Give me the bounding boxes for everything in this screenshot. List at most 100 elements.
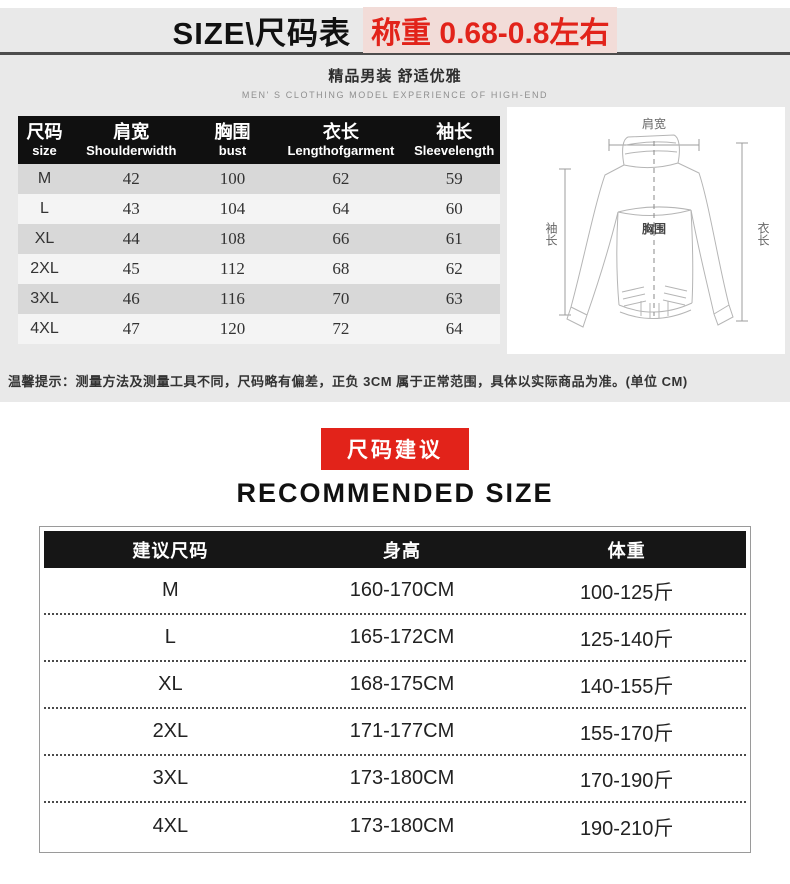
measurements-content: 尺码 size 肩宽 Shoulderwidth 胸围 bust 衣长 Leng… [0, 107, 790, 354]
page-title: SIZE\尺码表 称重 0.68-0.8左右 [0, 7, 790, 53]
table-row: 4XL 173-180CM 190-210斤 [44, 803, 746, 850]
table-cell: 108 [219, 229, 246, 248]
size-chart-section: SIZE\尺码表 称重 0.68-0.8左右 精品男装 舒适优雅 MEN' S … [0, 7, 790, 402]
garment-diagram: 肩宽 袖长 胸围 衣长 [507, 107, 785, 354]
table-body: M 160-170CM 100-125斤 L 165-172CM 125-140斤 XL 16… [44, 568, 746, 850]
table-row: 2XL 45 112 68 62 [18, 254, 500, 284]
subtitle-chinese: 精品男装 舒适优雅 [328, 68, 462, 85]
header-cell-recommended-size: 建议尺码 [132, 540, 209, 561]
table-cell: 2XL [152, 720, 189, 742]
recommended-size-table: 建议尺码 身高 体重 M 160-170CM 100-125斤 L 165-172CM 1… [39, 526, 751, 853]
table-cell: 173-180CM [349, 815, 455, 837]
table-cell: 168-175CM [349, 673, 455, 695]
table-cell: 59 [445, 169, 463, 188]
table-cell: 47 [122, 319, 140, 338]
table-cell: 3XL [30, 290, 59, 307]
table-row: XL 44 108 66 61 [18, 224, 500, 254]
table-cell: XL [158, 673, 183, 695]
table-cell: 155-170斤 [579, 723, 674, 745]
table-cell: 66 [332, 229, 350, 248]
table-cell: 190-210斤 [579, 818, 674, 840]
table-cell: M [162, 579, 179, 601]
subtitle-english: MEN' S CLOTHING MODEL EXPERIENCE OF HIGH… [241, 90, 549, 100]
table-cell: 140-155斤 [579, 676, 674, 698]
header-label-cn: 衣长 [322, 122, 359, 143]
table-cell: 72 [332, 319, 350, 338]
table-cell: 112 [220, 259, 245, 278]
header-label-cn: 尺码 [26, 122, 63, 143]
header-label-cn: 胸围 [214, 122, 251, 143]
table-row: 2XL 171-177CM 155-170斤 [44, 709, 746, 756]
jacket-outline [566, 134, 734, 328]
table-row: M 160-170CM 100-125斤 [44, 568, 746, 615]
header-label-en: Lengthofgarment [287, 142, 395, 158]
table-row: L 165-172CM 125-140斤 [44, 615, 746, 662]
header-cell-height: 身高 [383, 540, 422, 561]
header-label-cn: 袖长 [436, 122, 473, 143]
table-cell: 116 [220, 289, 245, 308]
measure-lines [559, 139, 748, 322]
table-cell: 120 [219, 319, 246, 338]
garment-length-label: 衣长 [756, 221, 770, 246]
recommended-size-title: RECOMMENDED SIZE [236, 478, 554, 508]
table-row: L 43 104 64 60 [18, 194, 500, 224]
header-cell-shoulder: 肩宽 Shoulderwidth [71, 122, 192, 158]
measurement-disclaimer: 温馨提示：测量方法及测量工具不同，尺码略有偏差，正负 3CM 属于正常范围，具体… [8, 374, 688, 389]
weight-note: 称重 0.68-0.8左右 [363, 7, 618, 53]
table-header-row: 尺码 size 肩宽 Shoulderwidth 胸围 bust 衣长 Leng… [18, 116, 500, 164]
header-label-cn: 肩宽 [113, 122, 150, 143]
table-cell: 70 [332, 289, 350, 308]
table-row: 3XL 173-180CM 170-190斤 [44, 756, 746, 803]
shoulder-width-label: 肩宽 [642, 116, 666, 131]
table-row: M 42 100 62 59 [18, 164, 500, 194]
table-cell: 2XL [30, 260, 59, 277]
table-cell: 43 [122, 199, 140, 218]
table-cell: 63 [445, 289, 463, 308]
divider [0, 52, 790, 55]
header-cell-sleeve: 袖长 Sleevelength [408, 122, 500, 158]
table-cell: 44 [122, 229, 140, 248]
table-cell: 64 [445, 319, 463, 338]
table-cell: 125-140斤 [579, 629, 674, 651]
table-cell: 60 [445, 199, 463, 218]
table-cell: 4XL [30, 320, 59, 337]
sleeve-length-label: 袖长 [544, 221, 558, 246]
size-suggestion-badge: 尺码建议 [321, 428, 469, 470]
bust-label: 胸围 [642, 221, 666, 236]
table-cell: 62 [332, 169, 350, 188]
table-cell: 100 [219, 169, 246, 188]
size-measurement-table: 尺码 size 肩宽 Shoulderwidth 胸围 bust 衣长 Leng… [18, 116, 500, 344]
table-cell: 3XL [152, 767, 189, 789]
recommended-size-section: 尺码建议 RECOMMENDED SIZE 建议尺码 身高 体重 M 160-17… [0, 428, 790, 853]
table-cell: M [37, 170, 52, 187]
table-cell: L [164, 626, 176, 648]
table-cell: 61 [445, 229, 463, 248]
table-cell: 46 [122, 289, 140, 308]
header-label-en: Shoulderwidth [86, 142, 177, 158]
table-cell: XL [34, 230, 55, 247]
size-chart-title: SIZE\尺码表 [172, 15, 352, 51]
table-row: 4XL 47 120 72 64 [18, 314, 500, 344]
table-cell: 64 [332, 199, 350, 218]
table-cell: 173-180CM [349, 767, 455, 789]
subtitle: 精品男装 舒适优雅 MEN' S CLOTHING MODEL EXPERIEN… [0, 65, 790, 100]
table-row: XL 168-175CM 140-155斤 [44, 662, 746, 709]
table-cell: 62 [445, 259, 463, 278]
header-cell-bust: 胸围 bust [192, 122, 274, 158]
header-cell-length: 衣长 Lengthofgarment [273, 122, 408, 158]
table-cell: 104 [219, 199, 246, 218]
table-body: M 42 100 62 59 L 43 104 64 60 XL 44 108 66 61 2XL 45 112 6… [18, 164, 500, 344]
header-label-en: bust [218, 142, 247, 158]
table-cell: 171-177CM [349, 720, 455, 742]
table-cell: 45 [122, 259, 140, 278]
header-cell-weight: 体重 [607, 540, 646, 561]
header-label-en: size [32, 142, 57, 158]
header-label-en: Sleevelength [414, 142, 495, 158]
table-cell: 68 [332, 259, 350, 278]
header-cell-size: 尺码 size [18, 122, 71, 158]
table-cell: L [40, 200, 49, 217]
table-cell: 160-170CM [349, 579, 455, 601]
table-cell: 165-172CM [349, 626, 455, 648]
table-cell: 42 [122, 169, 140, 188]
table-header-row: 建议尺码 身高 体重 [44, 531, 746, 568]
